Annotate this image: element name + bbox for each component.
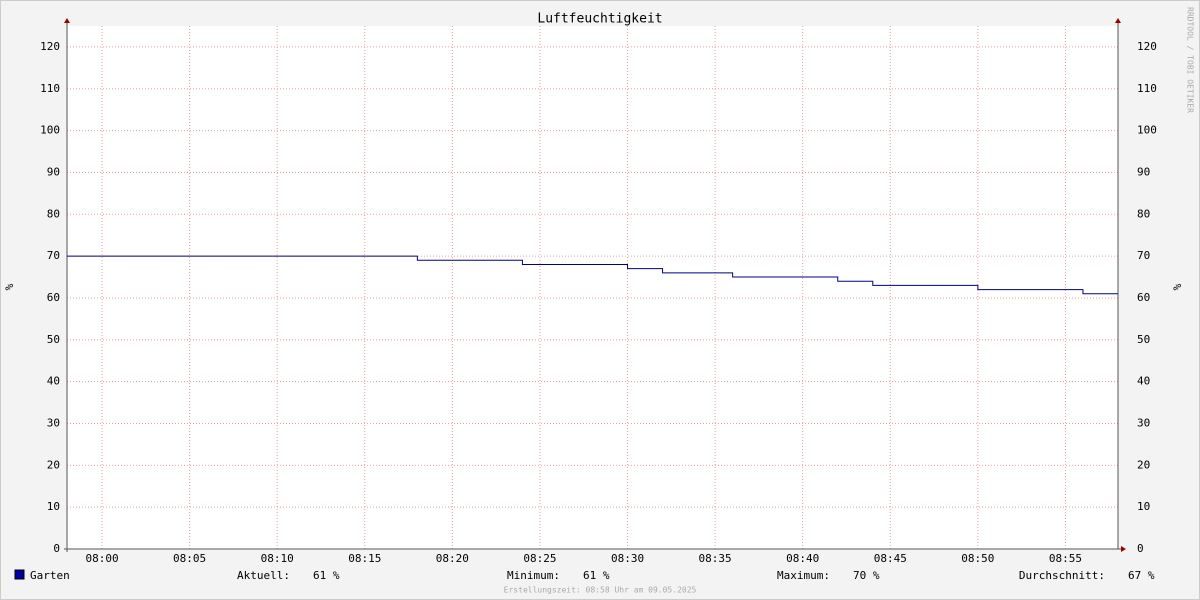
chart-title: Luftfeuchtigkeit: [537, 12, 662, 27]
y2-tick-label: 50: [1137, 333, 1150, 346]
y2-tick-label: 120: [1137, 40, 1157, 53]
y2-tick-label: 100: [1137, 124, 1157, 137]
x-tick-label: 08:30: [611, 552, 644, 565]
x-tick-label: 08:15: [348, 552, 381, 565]
y-axis-label: %: [3, 283, 16, 290]
y2-axis-label: %: [1171, 283, 1184, 290]
x-tick-label: 08:00: [85, 552, 118, 565]
y2-tick-label: 40: [1137, 375, 1150, 388]
x-tick-label: 08:05: [173, 552, 206, 565]
y-tick-label: 0: [53, 542, 60, 555]
stat-label: Minimum:: [507, 569, 560, 582]
y2-tick-label: 30: [1137, 416, 1150, 429]
y2-tick-label: 70: [1137, 249, 1150, 262]
y-tick-label: 100: [40, 124, 60, 137]
stat-label: Durchschnitt:: [1019, 569, 1105, 582]
footer: Erstellungszeit: 08:58 Uhr am 09.05.2025: [504, 586, 697, 595]
y2-tick-label: 90: [1137, 165, 1150, 178]
x-tick-label: 08:50: [961, 552, 994, 565]
plot-area: [67, 26, 1118, 549]
y2-tick-label: 20: [1137, 458, 1150, 471]
y-tick-label: 10: [47, 500, 60, 513]
x-tick-label: 08:45: [874, 552, 907, 565]
y-tick-label: 30: [47, 416, 60, 429]
axis-arrow: [64, 18, 70, 23]
y2-tick-label: 0: [1137, 542, 1144, 555]
stat-value: 61 %: [583, 569, 610, 582]
data-line: [67, 255, 1118, 295]
x-tick-label: 08:35: [699, 552, 732, 565]
watermark: RRDTOOL / TOBI OETIKER: [1186, 7, 1195, 113]
stat-value: 61 %: [313, 569, 340, 582]
y-tick-label: 80: [47, 207, 60, 220]
stat-label: Aktuell:: [237, 569, 290, 582]
y-tick-label: 90: [47, 165, 60, 178]
x-tick-label: 08:55: [1049, 552, 1082, 565]
legend-label: Garten: [30, 569, 70, 582]
y-tick-label: 60: [47, 291, 60, 304]
y-tick-label: 110: [40, 82, 60, 95]
y2-tick-label: 80: [1137, 207, 1150, 220]
x-tick-label: 08:25: [523, 552, 556, 565]
stat-label: Maximum:: [777, 569, 830, 582]
y2-tick-label: 60: [1137, 291, 1150, 304]
x-tick-label: 08:20: [436, 552, 469, 565]
y-tick-label: 70: [47, 249, 60, 262]
legend-swatch: [14, 569, 25, 580]
y-tick-label: 120: [40, 40, 60, 53]
y-tick-label: 20: [47, 458, 60, 471]
axis-arrow: [1115, 18, 1121, 23]
y-tick-label: 40: [47, 375, 60, 388]
y-tick-label: 50: [47, 333, 60, 346]
stat-value: 67 %: [1128, 569, 1155, 582]
x-tick-label: 08:40: [786, 552, 819, 565]
y2-tick-label: 110: [1137, 82, 1157, 95]
y2-tick-label: 10: [1137, 500, 1150, 513]
stat-value: 70 %: [853, 569, 880, 582]
x-tick-label: 08:10: [261, 552, 294, 565]
axis-arrow: [1121, 546, 1126, 552]
